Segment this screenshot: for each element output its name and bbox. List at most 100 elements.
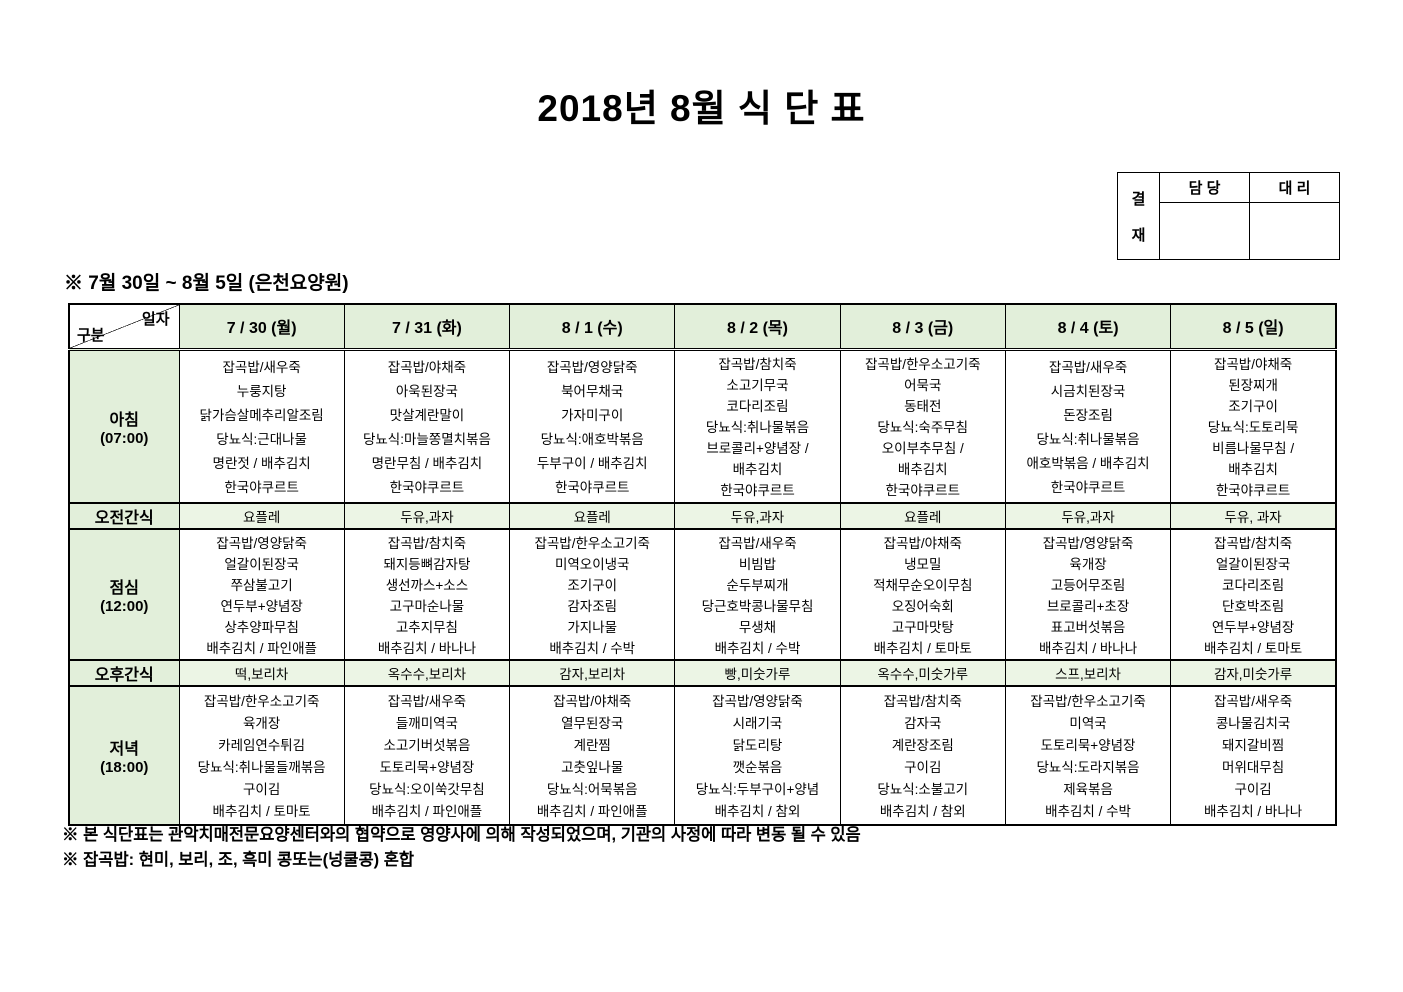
row-afternoon-snack: 오후간식 떡,보리차 옥수수,보리차 감자,보리차 빵,미숫가루 옥수수,미숫가루 스프,보… <box>68 658 1337 687</box>
menu-item: 생선까스+소스 <box>385 577 469 593</box>
lunch-cell: 잡곡밥/야채죽 냉모밀 적채무순오이무침 오징어숙회 고구마맛탕 배추김치 / 토마토 <box>839 528 1006 660</box>
menu-item: 소고기무국 <box>726 377 789 393</box>
menu-item: 열무된장국 <box>561 715 624 731</box>
menu-item: 배추김치 / 토마토 <box>1203 640 1303 656</box>
menu-item: 조기구이 <box>1228 398 1278 414</box>
menu-item: 상추양파무침 <box>224 619 299 635</box>
menu-item: 한국야쿠르트 <box>389 480 465 496</box>
menu-item: 코다리조림 <box>726 398 789 414</box>
menu-item: 잡곡밥/야채죽 <box>883 535 962 551</box>
menu-item: 잡곡밥/야채죽 <box>1213 356 1293 372</box>
dinner-cell: 잡곡밥/참치죽 감자국 계란장조림 구이김 당뇨식:소불고기 배추김치 / 참외 <box>839 685 1006 825</box>
lunch-cell: 잡곡밥/새우죽 비빔밥 순두부찌개 당근호박콩나물무침 무생채 배추김치 / 수박 <box>674 528 841 660</box>
menu-item: 애호박볶음 / 배추김치 <box>1026 456 1150 472</box>
menu-item: 돈장조림 <box>1063 407 1113 423</box>
menu-item: 구이김 <box>904 760 942 776</box>
menu-item: 닭가슴살메추리알조림 <box>199 407 324 423</box>
menu-item: 순두부찌개 <box>726 577 789 593</box>
approval-header-row: 결 재 담 당 대 리 <box>1117 172 1340 260</box>
menu-item: 미역국 <box>1069 715 1107 731</box>
row-label-morning-snack: 오전간식 <box>68 501 180 530</box>
corner-label-date: 일자 <box>141 311 170 328</box>
menu-item: 구이김 <box>243 782 281 798</box>
menu-item: 콩나물김치국 <box>1215 715 1291 731</box>
menu-item: 무생채 <box>738 619 777 635</box>
menu-item: 배추김치 <box>897 462 948 478</box>
menu-item: 두부구이 / 배추김치 <box>536 456 648 472</box>
dinner-cell: 잡곡밥/한우소고기죽 육개장 카레임연수튀김 당뇨식:취나물들깨볶음 구이김 배추김치 /… <box>178 685 345 825</box>
corner-label-category: 구분 <box>77 326 105 344</box>
menu-item: 한국야쿠르트 <box>720 483 795 499</box>
breakfast-cell: 잡곡밥/새우죽 시금치된장국 돈장조림 당뇨식:취나물볶음 애호박볶음 / 배추김치 한국… <box>1004 348 1172 503</box>
menu-item: 브로콜리+양념장 / <box>706 441 809 457</box>
date-header: 8 / 1 (수) <box>509 303 676 351</box>
menu-item: 감자조림 <box>567 598 618 614</box>
menu-item: 잡곡밥/영양닭죽 <box>546 359 638 375</box>
menu-item: 고추지무침 <box>395 619 458 635</box>
menu-item: 배추김치 / 파인애플 <box>206 640 317 656</box>
menu-item: 잡곡밥/한우소고기죽 <box>534 535 650 551</box>
morning-snack-cell: 요플레 <box>178 501 345 530</box>
approval-manager-header: 담 당 <box>1159 172 1250 203</box>
morning-snack-cell: 두유,과자 <box>1004 501 1172 530</box>
menu-item: 연두부+양념장 <box>220 598 303 614</box>
menu-item: 가지나물 <box>567 619 618 635</box>
menu-item: 당뇨식:마늘쫑멸치볶음 <box>362 432 491 448</box>
menu-item: 배추김치 / 바나나 <box>1203 804 1303 820</box>
menu-item: 얼갈이된장국 <box>1215 556 1291 572</box>
menu-item: 카레임연수튀김 <box>218 737 306 753</box>
afternoon-snack-cell: 감자,미숫가루 <box>1170 658 1337 687</box>
menu-item: 구이김 <box>1234 782 1272 798</box>
menu-item: 잡곡밥/한우소고기죽 <box>865 356 981 372</box>
menu-item: 제육볶음 <box>1063 782 1113 798</box>
menu-item: 당뇨식:어묵볶음 <box>546 782 638 798</box>
meal-time: (18:00) <box>100 758 149 776</box>
menu-item: 계란찜 <box>573 737 611 753</box>
afternoon-snack-cell: 옥수수,보리차 <box>343 658 511 687</box>
morning-snack-cell: 두유, 과자 <box>1170 501 1337 530</box>
menu-item: 배추김치 / 토마토 <box>873 640 972 656</box>
page-title: 2018년 8월 식 단 표 <box>537 88 866 129</box>
menu-item: 깻순볶음 <box>732 760 783 776</box>
approval-stamp-label: 결 재 <box>1117 172 1160 260</box>
menu-item: 적채무순오이무침 <box>873 577 973 593</box>
footnote-line: ※ 잡곡밥: 현미, 보리, 조, 흑미 콩또는(넝쿨콩) 혼합 <box>62 851 415 869</box>
approval-deputy-header: 대 리 <box>1249 172 1340 203</box>
date-header: 8 / 4 (토) <box>1004 303 1172 351</box>
menu-item: 들깨미역국 <box>395 715 458 731</box>
menu-item: 한국야쿠르트 <box>224 480 299 496</box>
menu-item: 어묵국 <box>904 377 942 393</box>
menu-item: 고구마맛탕 <box>891 619 954 635</box>
menu-item: 고등어무조림 <box>1050 577 1126 593</box>
menu-item: 비빔밥 <box>738 556 777 572</box>
menu-item: 된장찌개 <box>1228 377 1278 393</box>
menu-item: 아욱된장국 <box>395 383 458 399</box>
row-label-breakfast: 아침 (07:00) <box>68 348 180 503</box>
dinner-cell: 잡곡밥/새우죽 콩나물김치국 돼지갈비찜 머위대무침 구이김 배추김치 / 바나나 <box>1170 685 1337 825</box>
menu-item: 배추김치 / 수박 <box>549 640 636 656</box>
meal-name: 저녁 <box>109 740 139 758</box>
menu-item: 배추김치 / 파인애플 <box>371 804 483 820</box>
menu-item: 계란장조림 <box>891 737 954 753</box>
menu-item: 육개장 <box>243 715 281 731</box>
menu-item: 배추김치 <box>1228 462 1278 478</box>
meal-time: (12:00) <box>100 597 149 615</box>
menu-item: 북어무채국 <box>561 383 624 399</box>
menu-item: 당뇨식:취나물볶음 <box>1036 432 1140 448</box>
footnote-line: ※ 본 식단표는 관악치매전문요양센터와의 협약으로 영양사에 의해 작성되었으… <box>62 826 861 844</box>
afternoon-snack-cell: 스프,보리차 <box>1004 658 1172 687</box>
morning-snack-cell: 요플레 <box>509 501 676 530</box>
menu-item: 육개장 <box>1069 556 1107 572</box>
menu-item: 맛살계란말이 <box>389 407 465 423</box>
afternoon-snack-cell: 떡,보리차 <box>178 658 345 687</box>
approval-box: 결 재 담 당 대 리 <box>1117 172 1340 260</box>
menu-item: 잡곡밥/새우죽 <box>1048 359 1128 375</box>
approval-stamp-char-2: 재 <box>1131 226 1146 244</box>
row-lunch: 점심 (12:00) 잡곡밥/영양닭죽 얼갈이된장국 쭈삼불고기 연두부+양념장 상추양파무… <box>68 528 1337 660</box>
breakfast-cell: 잡곡밥/영양닭죽 북어무채국 가자미구이 당뇨식:애호박볶음 두부구이 / 배추김치 한국… <box>509 348 676 503</box>
row-label-afternoon-snack: 오후간식 <box>68 658 180 687</box>
menu-item: 한국야쿠르트 <box>885 483 961 499</box>
header-row: 일자 구분 7 / 30 (월) 7 / 31 (화) 8 / 1 (수) 8 / 2 (… <box>68 303 1337 351</box>
lunch-cell: 잡곡밥/한우소고기죽 미역오이냉국 조기구이 감자조림 가지나물 배추김치 / 수박 <box>509 528 676 660</box>
afternoon-snack-cell: 감자,보리차 <box>509 658 676 687</box>
